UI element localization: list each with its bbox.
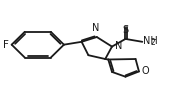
Text: N: N: [115, 41, 122, 51]
Text: N: N: [92, 23, 100, 33]
Text: F: F: [3, 40, 9, 50]
Text: NH: NH: [143, 36, 158, 46]
Text: 2: 2: [150, 38, 155, 47]
Text: S: S: [122, 25, 129, 35]
Text: O: O: [141, 66, 149, 76]
